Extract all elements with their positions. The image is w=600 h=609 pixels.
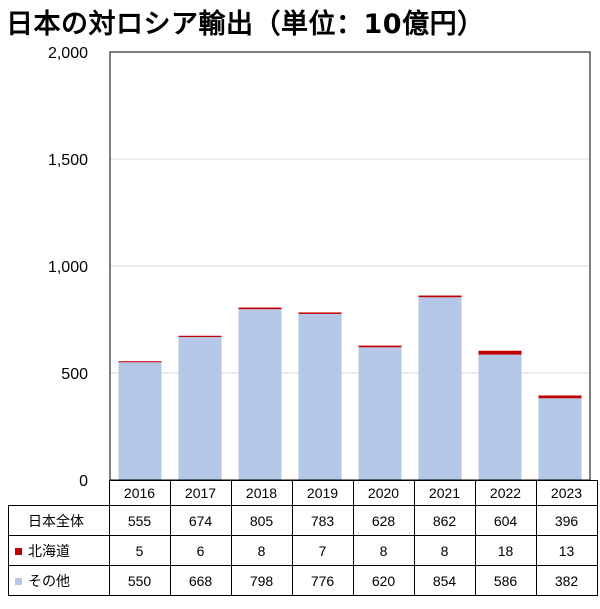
data-label-hokkaido: 7 [291, 535, 354, 566]
x-tick-label: 2020 [352, 480, 415, 506]
data-label-other: 382 [535, 565, 598, 596]
data-label-hokkaido: 8 [230, 535, 293, 566]
data-label-other: 798 [230, 565, 293, 596]
legend-swatch-other [15, 578, 22, 586]
data-label-hokkaido: 18 [474, 535, 537, 566]
data-label-total: 805 [230, 505, 293, 536]
data-label-other: 776 [291, 565, 354, 596]
bar-hokkaido [238, 307, 282, 310]
legend-swatch-hokkaido [15, 548, 22, 556]
data-label-total: 396 [535, 505, 598, 536]
row-label-other: その他 [8, 565, 110, 596]
bar-hokkaido [538, 395, 582, 399]
bars [118, 295, 582, 480]
data-label-hokkaido: 6 [169, 535, 232, 566]
y-tick-label: 1,000 [48, 259, 88, 276]
x-tick-label: 2019 [291, 480, 354, 506]
data-label-other: 550 [108, 565, 171, 596]
data-label-total: 555 [108, 505, 171, 536]
bar-other [418, 297, 462, 480]
row-label-total: 日本全体 [8, 505, 110, 536]
bar-other [298, 313, 342, 480]
data-label-other: 854 [413, 565, 476, 596]
bar-hokkaido [418, 295, 462, 298]
x-tick-label: 2023 [535, 480, 598, 506]
y-tick-label: 1,500 [48, 152, 88, 169]
data-label-hokkaido: 13 [535, 535, 598, 566]
data-label-hokkaido: 5 [108, 535, 171, 566]
data-label-hokkaido: 8 [413, 535, 476, 566]
bar-other [118, 362, 162, 480]
chart-title: 日本の対ロシア輸出（単位：10億円） [6, 9, 485, 40]
row-label-hokkaido: 北海道 [8, 535, 110, 566]
x-tick-label: 2022 [474, 480, 537, 506]
bar-hokkaido [478, 350, 522, 355]
bar-other [538, 398, 582, 480]
bar-other [238, 309, 282, 480]
y-tick-label: 500 [61, 366, 88, 383]
table-corner [9, 481, 110, 506]
data-label-hokkaido: 8 [352, 535, 415, 566]
data-label-other: 620 [352, 565, 415, 596]
bar-hokkaido [298, 312, 342, 314]
x-tick-label: 2016 [108, 480, 171, 506]
bar-other [178, 337, 222, 480]
y-axis-tick-labels: 0 500 1,000 1,500 2,000 [48, 45, 88, 490]
x-tick-label: 2018 [230, 480, 293, 506]
data-label-total: 783 [291, 505, 354, 536]
data-label-total: 674 [169, 505, 232, 536]
data-label-other: 586 [474, 565, 537, 596]
bar-hokkaido [358, 345, 402, 348]
data-label-other: 668 [169, 565, 232, 596]
bar-hokkaido [118, 361, 162, 363]
data-label-total: 604 [474, 505, 537, 536]
bar-hokkaido [178, 335, 222, 338]
data-table: 2016 2017 2018 2019 2020 2021 2022 2023 日本全体 55… [8, 480, 598, 596]
data-label-total: 862 [413, 505, 476, 536]
x-tick-label: 2021 [413, 480, 476, 506]
y-tick-label: 0 [79, 473, 88, 490]
bar-other [358, 347, 402, 480]
y-tick-label: 2,000 [48, 45, 88, 62]
data-label-total: 628 [352, 505, 415, 536]
bar-other [478, 354, 522, 480]
x-tick-label: 2017 [169, 480, 232, 506]
